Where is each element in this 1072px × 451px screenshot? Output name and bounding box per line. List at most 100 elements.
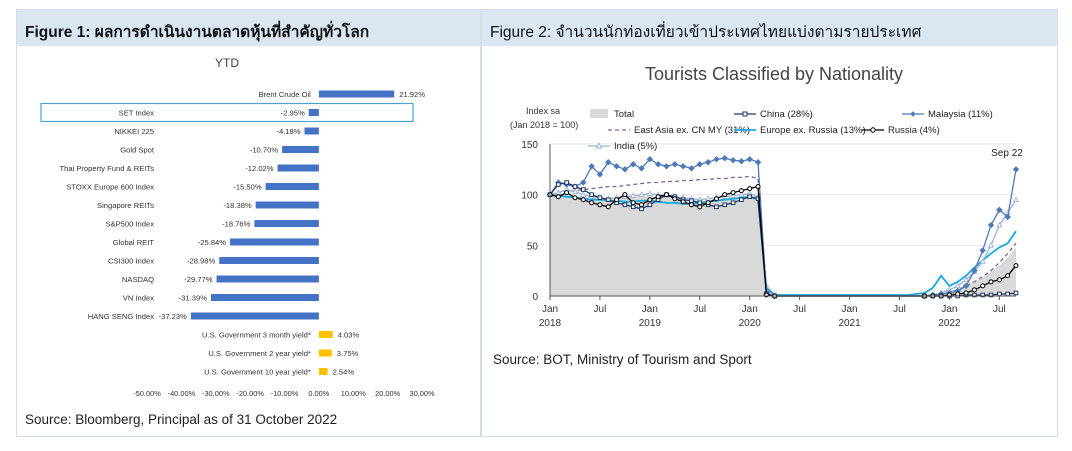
x-tick-label: Jan	[542, 304, 558, 315]
figure-2-source: Source: BOT, Ministry of Tourism and Spo…	[493, 352, 752, 367]
data-point	[987, 241, 995, 248]
legend-label: India (5%)	[614, 141, 657, 152]
y-tick-label: 0	[532, 292, 538, 303]
data-point	[671, 161, 679, 168]
data-point	[622, 192, 628, 198]
data-point	[979, 247, 986, 254]
figure-2-title: Figure 2: จำนวนนักท่องเที่ยวเข้าประเทศไท…	[490, 24, 922, 41]
data-point	[705, 195, 712, 201]
category-label: Global REIT	[113, 238, 155, 247]
data-point	[963, 276, 970, 283]
data-point	[630, 161, 637, 168]
series-area	[550, 193, 1016, 296]
data-point	[730, 200, 736, 206]
category-label: HANG SENG Index	[88, 312, 154, 321]
value-label: -18.38%	[223, 201, 252, 210]
legend-label: Europe ex. Russia (13%)	[760, 125, 866, 136]
data-point	[564, 180, 569, 185]
data-point	[980, 283, 986, 289]
data-point	[605, 159, 612, 166]
data-point	[556, 182, 561, 187]
data-point	[630, 204, 636, 210]
data-point	[638, 191, 645, 197]
x-year-label: 2020	[739, 318, 762, 329]
value-label: -12.02%	[245, 164, 274, 173]
figure-1-title: Figure 1: ผลการดำเนินงานตลาดหุ้นที่สำคัญ…	[25, 24, 370, 41]
data-point	[729, 157, 737, 164]
x-year-label: 2021	[838, 318, 861, 329]
data-point	[596, 171, 604, 178]
legend-marker	[595, 142, 603, 149]
data-point	[754, 159, 762, 166]
data-point	[747, 194, 753, 199]
bar	[254, 220, 319, 227]
bar	[308, 109, 319, 116]
x-tick-label: 0.00%	[308, 389, 329, 398]
y-axis-label: Index sa	[526, 106, 560, 116]
value-label: 2.54%	[333, 368, 355, 377]
data-point	[697, 204, 703, 210]
data-point	[1012, 196, 1020, 202]
data-point	[755, 184, 761, 190]
data-point	[630, 192, 637, 198]
data-point	[972, 292, 977, 298]
x-tick-label: Jan	[742, 304, 758, 315]
data-point	[589, 200, 595, 206]
value-label: 21.92%	[399, 90, 425, 99]
data-point	[654, 161, 662, 168]
data-point	[672, 196, 678, 202]
data-point	[614, 197, 620, 203]
data-point	[722, 192, 728, 198]
data-point	[955, 291, 961, 297]
tourists-line-chart: Tourists Classified by Nationality Index …	[510, 64, 1023, 329]
bar	[318, 368, 328, 375]
annotation-sep22: Sep 22	[991, 148, 1023, 159]
data-point	[597, 195, 603, 201]
data-point	[705, 200, 711, 206]
data-point	[996, 206, 1003, 214]
data-point	[721, 154, 728, 162]
data-point	[622, 202, 628, 208]
category-label: STOXX Europe 600 Index	[66, 183, 154, 192]
data-point	[1012, 166, 1020, 173]
data-point	[971, 267, 978, 274]
data-point	[962, 282, 970, 290]
category-label: U.S. Government 10 year yield*	[204, 368, 311, 377]
value-label: -25.84%	[198, 238, 227, 247]
category-label: S&P500 Index	[105, 220, 154, 229]
x-year-label: 2019	[639, 318, 662, 329]
bar	[219, 257, 319, 264]
category-label: CSI300 Index	[108, 257, 154, 266]
data-point	[1013, 290, 1019, 296]
data-point	[954, 282, 961, 289]
category-label: Brent Crude Oil	[259, 90, 312, 99]
value-label: 3.75%	[337, 349, 359, 358]
bar	[230, 238, 319, 246]
data-point	[646, 155, 654, 163]
value-label: -18.76%	[222, 220, 251, 229]
category-label: SET Index	[119, 109, 155, 118]
data-point	[572, 195, 578, 201]
value-label: -29.77%	[184, 275, 213, 284]
x-tick-label: Jan	[842, 304, 858, 315]
x-tick-label: Jan	[642, 304, 658, 315]
value-label: -37.23%	[159, 312, 188, 321]
chart-title: YTD	[215, 56, 239, 70]
x-tick-label: Jul	[693, 304, 706, 315]
data-point	[555, 189, 562, 195]
bar	[304, 127, 319, 135]
data-point	[730, 192, 737, 198]
data-point	[580, 187, 586, 192]
bar	[318, 349, 332, 357]
figure-1-panel: Figure 1: ผลการดำเนินงานตลาดหุ้นที่สำคัญ…	[16, 9, 481, 437]
value-label: -2.95%	[281, 109, 305, 118]
bar	[277, 164, 319, 172]
data-point	[639, 202, 645, 208]
data-point	[963, 290, 969, 296]
data-point	[1005, 273, 1011, 279]
data-point	[755, 196, 761, 202]
data-point	[689, 198, 694, 204]
category-label: U.S. Government 2 year yield*	[208, 349, 311, 358]
data-point	[704, 159, 712, 166]
data-point	[713, 155, 720, 163]
